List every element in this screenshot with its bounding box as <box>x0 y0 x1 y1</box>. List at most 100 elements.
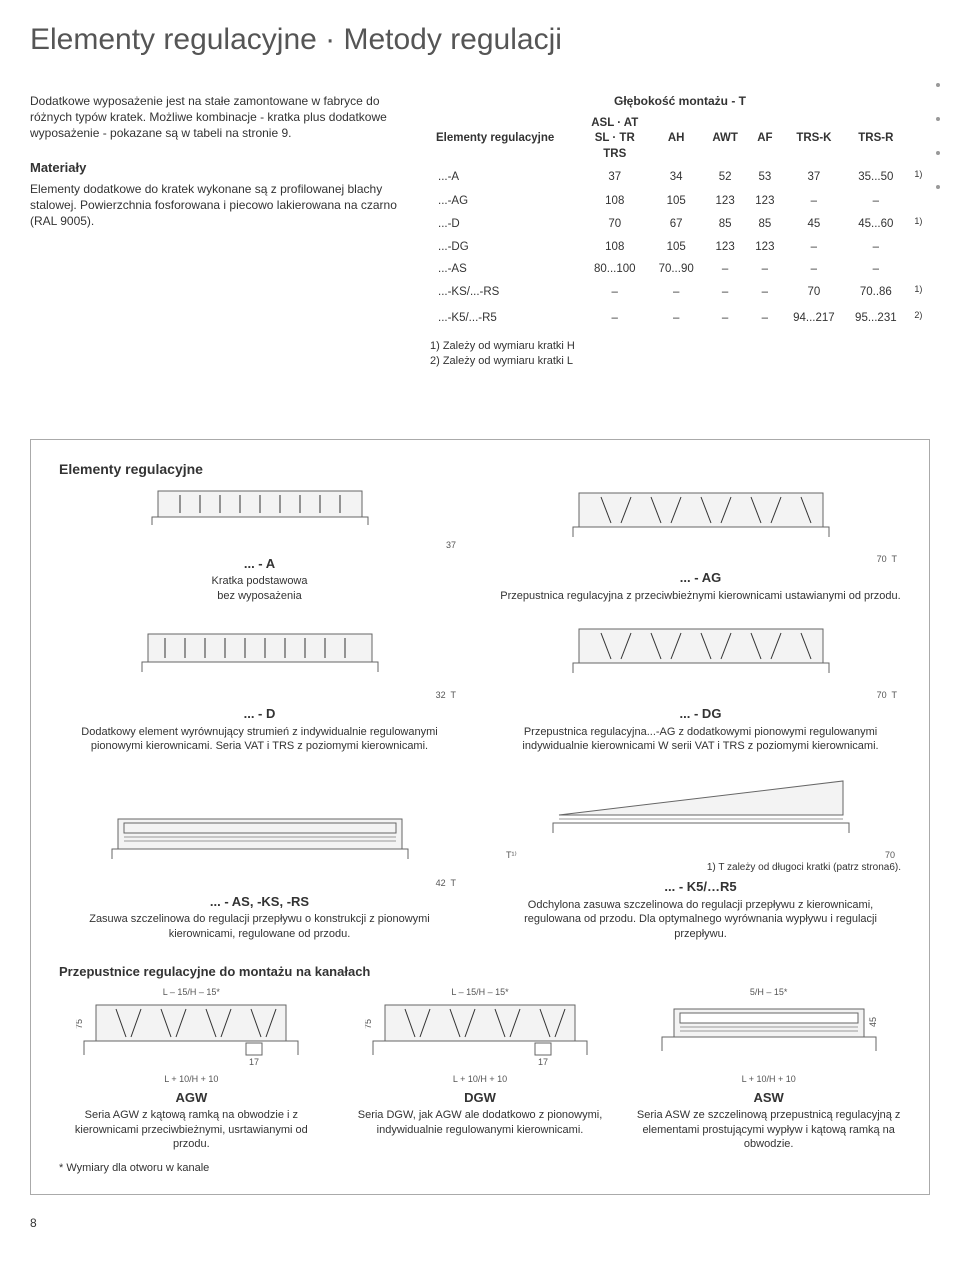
fig-ag-title: ... - AG <box>500 569 901 587</box>
diagram-dgw: 75 17 <box>365 999 595 1069</box>
cell: 45...60 <box>845 212 907 237</box>
row-note: 1) <box>907 280 930 305</box>
cell: 105 <box>649 237 704 259</box>
row-key: ...-K5/...-R5 <box>430 306 581 331</box>
cell: 80...100 <box>581 259 649 281</box>
cell: 105 <box>649 191 704 213</box>
cell: – <box>783 259 845 281</box>
row-key: ...-A <box>430 165 581 190</box>
cell: 70...90 <box>649 259 704 281</box>
table-row: ...-D706785854545...601) <box>430 212 930 237</box>
agw-title: AGW <box>59 1089 324 1107</box>
top-section: Dodatkowe wyposażenie jest na stałe zamo… <box>30 93 930 369</box>
footnote-1: 1) Zależy od wymiaru kratki H <box>430 339 930 354</box>
row-key: ...-AG <box>430 191 581 213</box>
fig-dg-title: ... - DG <box>500 705 901 723</box>
fig-k5-title: ... - K5/…R5 <box>500 878 901 896</box>
svg-text:45: 45 <box>868 1017 878 1027</box>
cell: 70 <box>783 280 845 305</box>
th-rowhdr: Elementy regulacyjne <box>430 113 581 166</box>
table-row: ...-AS80...10070...90–––– <box>430 259 930 281</box>
table-row: ...-K5/...-R5––––94...21795...2312) <box>430 306 930 331</box>
dgw-caption: Seria DGW, jak AGW ale dodatkowo z piono… <box>348 1108 613 1137</box>
dim-as-t: T <box>451 878 457 888</box>
depth-table: Elementy regulacyjne ASL · AT SL · TR TR… <box>430 113 930 331</box>
cell: – <box>581 306 649 331</box>
fig-d-title: ... - D <box>59 705 460 723</box>
dim-k5-70: 70 <box>885 849 895 861</box>
row-note: 1) <box>907 165 930 190</box>
svg-text:17: 17 <box>538 1057 548 1067</box>
asw-bottom: L + 10/H + 10 <box>636 1073 901 1085</box>
fig-as-title: ... - AS, -KS, -RS <box>59 893 460 911</box>
intro-p1: Dodatkowe wyposażenie jest na stałe zamo… <box>30 93 406 142</box>
svg-text:75: 75 <box>365 1019 373 1029</box>
footnote-2: 2) Zależy od wymiaru kratki L <box>430 354 930 369</box>
svg-text:75: 75 <box>76 1019 84 1029</box>
cell: 123 <box>703 191 746 213</box>
diagram-ag <box>571 489 831 549</box>
fig-k5-pre: 1) T zależy od długoci kratki (patrz str… <box>500 861 901 874</box>
cell: – <box>703 280 746 305</box>
fig-a-caption: Kratka podstawowa bez wyposażenia <box>59 574 460 603</box>
cell: – <box>783 237 845 259</box>
cell: 108 <box>581 237 649 259</box>
cell: – <box>783 191 845 213</box>
cell: 70..86 <box>845 280 907 305</box>
cell: 37 <box>581 165 649 190</box>
dim-d-32: 32 <box>436 690 446 700</box>
dgw-top: L – 15/H – 15* <box>348 986 613 998</box>
row-key: ...-DG <box>430 237 581 259</box>
table-row: ...-A373452533735...501) <box>430 165 930 190</box>
table-row: ...-KS/...-RS––––7070..861) <box>430 280 930 305</box>
cell: 67 <box>649 212 704 237</box>
cell: – <box>649 280 704 305</box>
diagram-dg <box>571 625 831 685</box>
figures-box: Elementy regulacyjne 37 ... - A Kratka p… <box>30 439 930 1195</box>
cell: – <box>747 280 783 305</box>
fig-d-caption: Dodatkowy element wyrównujący strumień z… <box>59 725 460 754</box>
dim-ag-70: 70 <box>877 554 887 564</box>
fig-dg-caption: Przepustnica regulacyjna...-AG z dodatko… <box>500 725 901 754</box>
row-note: 1) <box>907 212 930 237</box>
row-note: 2) <box>907 306 930 331</box>
decor-dots <box>936 53 940 219</box>
cell: 123 <box>747 191 783 213</box>
fig-k5-caption: Odchylona zasuwa szczelinowa do regulacj… <box>500 898 901 941</box>
row-note <box>907 259 930 281</box>
diagram-k5 <box>551 775 851 845</box>
dgw-title: DGW <box>348 1089 613 1107</box>
cell: – <box>747 306 783 331</box>
asw-title: ASW <box>636 1089 901 1107</box>
cell: – <box>703 306 746 331</box>
agw-bottom: L + 10/H + 10 <box>59 1073 324 1085</box>
diagram-asw: 45 <box>654 999 884 1069</box>
svg-text:17: 17 <box>249 1057 259 1067</box>
th-trsr: TRS-R <box>845 113 907 166</box>
th-asl: ASL · AT SL · TR TRS <box>581 113 649 166</box>
table-row: ...-AG108105123123–– <box>430 191 930 213</box>
fig-as-caption: Zasuwa szczelinowa do regulacji przepływ… <box>59 912 460 941</box>
dim-d-t: T <box>451 690 457 700</box>
table-caption: Głębokość montażu - T <box>430 93 930 109</box>
th-trsk: TRS-K <box>783 113 845 166</box>
cell: 94...217 <box>783 306 845 331</box>
row-note <box>907 237 930 259</box>
asw-top: 5/H – 15* <box>636 986 901 998</box>
cell: – <box>845 237 907 259</box>
cell: 123 <box>703 237 746 259</box>
agw-top: L – 15/H – 15* <box>59 986 324 998</box>
dim-dg-70: 70 <box>877 690 887 700</box>
th-awt: AWT <box>703 113 746 166</box>
diagram-a <box>150 485 370 535</box>
duct-subhead: Przepustnice regulacyjne do montażu na k… <box>59 963 901 981</box>
cell: 45 <box>783 212 845 237</box>
row-key: ...-AS <box>430 259 581 281</box>
th-ah: AH <box>649 113 704 166</box>
cell: 123 <box>747 237 783 259</box>
page-number: 8 <box>30 1215 930 1231</box>
cell: – <box>747 259 783 281</box>
cell: 70 <box>581 212 649 237</box>
cell: – <box>845 191 907 213</box>
agw-caption: Seria AGW z kątową ramką na obwodzie i z… <box>59 1108 324 1151</box>
